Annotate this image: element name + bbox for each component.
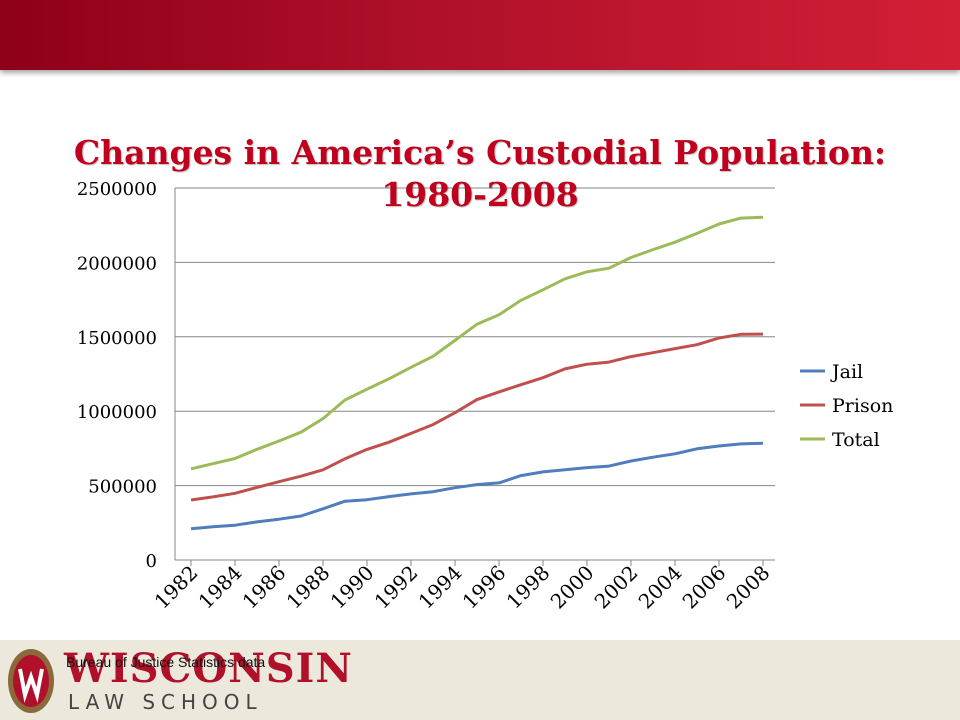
x-tick-label: 1994 bbox=[414, 561, 467, 614]
line-chart: 0 500000 1000000 1500000 2000000 2500000 1982… bbox=[77, 179, 894, 614]
x-tick-label: 2000 bbox=[546, 561, 599, 614]
footer-band bbox=[0, 640, 960, 720]
x-tick-label: 1984 bbox=[194, 561, 247, 614]
x-tick-label: 1998 bbox=[502, 561, 555, 614]
series-line-total bbox=[190, 215, 764, 471]
top-banner bbox=[0, 0, 960, 70]
series-line-prison bbox=[190, 332, 764, 502]
law-school-label: LAW SCHOOL bbox=[68, 690, 263, 714]
chart-title: Changes in America’s Custodial Populatio… bbox=[73, 133, 887, 214]
x-tick-label: 1996 bbox=[458, 561, 511, 614]
x-tick-label: 2004 bbox=[634, 561, 687, 614]
x-tick-label: 2008 bbox=[722, 561, 775, 614]
crest-icon bbox=[8, 649, 54, 713]
series-line-jail bbox=[190, 441, 764, 531]
legend-label-jail: Jail bbox=[830, 361, 863, 383]
x-tick-label: 1982 bbox=[150, 561, 203, 614]
x-tick-label: 1986 bbox=[238, 561, 291, 614]
x-tick-label: 2002 bbox=[590, 561, 643, 614]
y-tick-label: 2000000 bbox=[77, 253, 157, 274]
x-tick-label: 1988 bbox=[282, 561, 335, 614]
source-note: Bureau of Justice Statistics data bbox=[66, 654, 266, 670]
y-tick-label: 0 bbox=[146, 551, 157, 572]
legend-label-total: Total bbox=[832, 429, 880, 451]
y-tick-label: 1500000 bbox=[77, 328, 157, 349]
x-tick-label: 1990 bbox=[326, 561, 379, 614]
x-tick-label: 1992 bbox=[370, 561, 423, 614]
y-tick-label: 2500000 bbox=[77, 179, 157, 200]
wisconsin-wordmark: WISCONSIN bbox=[64, 645, 353, 692]
legend-label-prison: Prison bbox=[832, 395, 893, 417]
x-tick-label: 2006 bbox=[678, 561, 731, 614]
y-tick-label: 1000000 bbox=[77, 402, 157, 423]
y-tick-label: 500000 bbox=[88, 477, 157, 498]
